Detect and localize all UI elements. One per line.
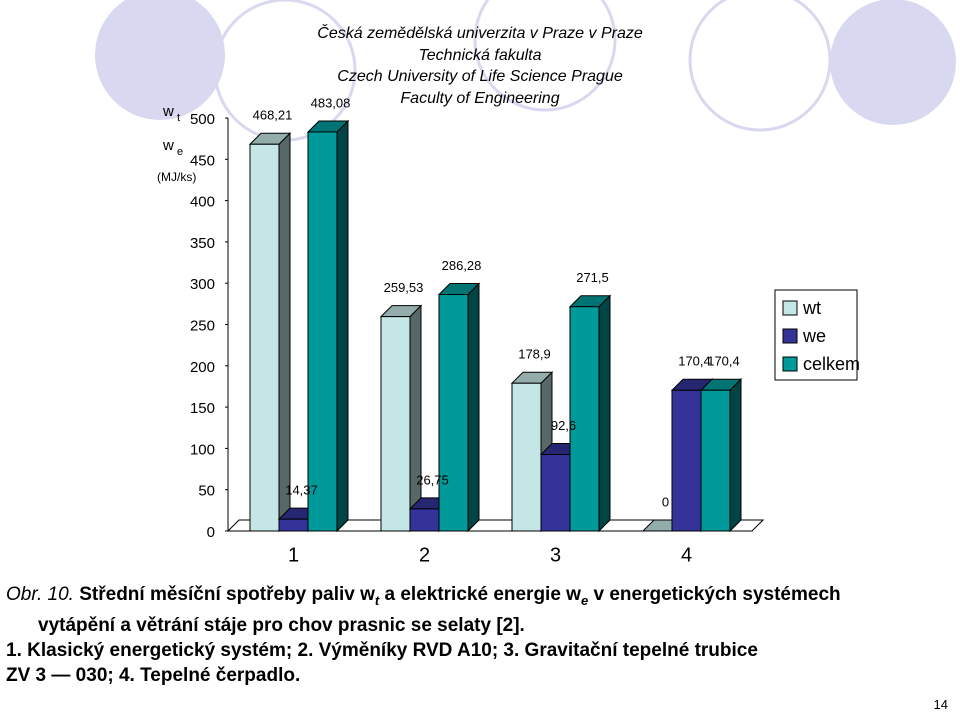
caption-sub: t xyxy=(374,592,380,608)
bar xyxy=(540,454,571,532)
bar-side xyxy=(598,294,611,533)
data-label: 170,4 xyxy=(678,354,711,369)
y-axis-label: w t w e (MJ/ks) xyxy=(157,103,196,184)
y-tick-label: 50 xyxy=(198,483,215,500)
x-tick-label: 2 xyxy=(419,544,430,566)
bar xyxy=(307,131,338,532)
background-circles xyxy=(95,0,956,142)
caption-line: 1. Klasický energetický systém; 2. Výměn… xyxy=(6,639,758,661)
bar xyxy=(278,518,309,532)
y-tick-label: 300 xyxy=(190,276,215,293)
y-label-sub: t xyxy=(177,112,180,124)
bar-side xyxy=(409,304,422,533)
data-label: 0 xyxy=(662,494,669,509)
data-label: 26,75 xyxy=(416,472,449,487)
bar xyxy=(409,508,440,532)
bar xyxy=(569,306,600,532)
data-label: 271,5 xyxy=(576,270,609,285)
caption-line: ZV 3 — 030; 4. Tepelné čerpadlo. xyxy=(6,664,301,686)
y-tick-label: 500 xyxy=(190,111,215,128)
y-label-text: w xyxy=(162,137,174,154)
header-line: Technická fakulta xyxy=(418,47,541,64)
data-label: 259,53 xyxy=(384,280,424,295)
data-label: 178,9 xyxy=(518,347,551,362)
caption-label: Obr. 10. xyxy=(6,584,74,605)
bar-side xyxy=(467,282,480,533)
x-tick-label: 1 xyxy=(288,544,299,566)
x-tick-label: 4 xyxy=(681,544,692,566)
data-label: 468,21 xyxy=(253,108,293,123)
y-tick-label: 450 xyxy=(190,152,215,169)
caption-line: Obr. 10. Střední měsíční spotřeby paliv … xyxy=(6,582,956,613)
data-label: 170,4 xyxy=(707,354,740,369)
bar xyxy=(380,316,411,532)
y-label-unit: (MJ/ks) xyxy=(157,170,196,184)
bar-side xyxy=(729,378,742,533)
caption: Obr. 10. Střední měsíční spotřeby paliv … xyxy=(6,582,956,688)
bar xyxy=(249,143,280,532)
y-tick-label: 0 xyxy=(207,524,215,541)
caption-line: vytápění a větrání stáje pro chov prasni… xyxy=(38,614,525,636)
legend-swatch xyxy=(782,328,798,344)
y-tick-label: 350 xyxy=(190,235,215,252)
y-tick-label: 100 xyxy=(190,441,215,458)
y-tick-label: 400 xyxy=(190,194,215,211)
data-label: 286,28 xyxy=(442,258,482,273)
header-line: Faculty of Engineering xyxy=(400,90,559,107)
bar xyxy=(671,389,702,532)
legend-swatch xyxy=(782,356,798,372)
header-line: Česká zemědělská univerzita v Praze v Pr… xyxy=(317,23,643,42)
bar xyxy=(700,389,731,532)
y-tick-label: 250 xyxy=(190,317,215,334)
data-label: 483,08 xyxy=(311,95,351,110)
caption-sub: e xyxy=(580,592,589,608)
header-line: Czech University of Life Science Prague xyxy=(337,68,623,85)
y-tick-label: 200 xyxy=(190,359,215,376)
x-tick-label: 3 xyxy=(550,544,561,566)
bar-side xyxy=(336,119,349,533)
caption-text: Střední měsíční spotřeby paliv w xyxy=(79,584,375,605)
data-label: 92,6 xyxy=(551,418,576,433)
data-label: 14,37 xyxy=(285,483,318,498)
y-tick-label: 150 xyxy=(190,400,215,417)
bar-side xyxy=(278,132,291,533)
legend-label: we xyxy=(802,326,826,346)
legend-label: celkem xyxy=(803,354,860,374)
legend-label: wt xyxy=(802,298,821,318)
legend-swatch xyxy=(782,300,798,316)
y-label-text: w xyxy=(162,103,174,120)
caption-text: a elektrické energie w xyxy=(379,584,581,605)
page-number: 14 xyxy=(933,697,948,712)
caption-text: v energetických systémech xyxy=(588,584,841,605)
bar xyxy=(438,294,469,532)
bar xyxy=(511,382,542,532)
y-label-sub: e xyxy=(177,146,183,158)
